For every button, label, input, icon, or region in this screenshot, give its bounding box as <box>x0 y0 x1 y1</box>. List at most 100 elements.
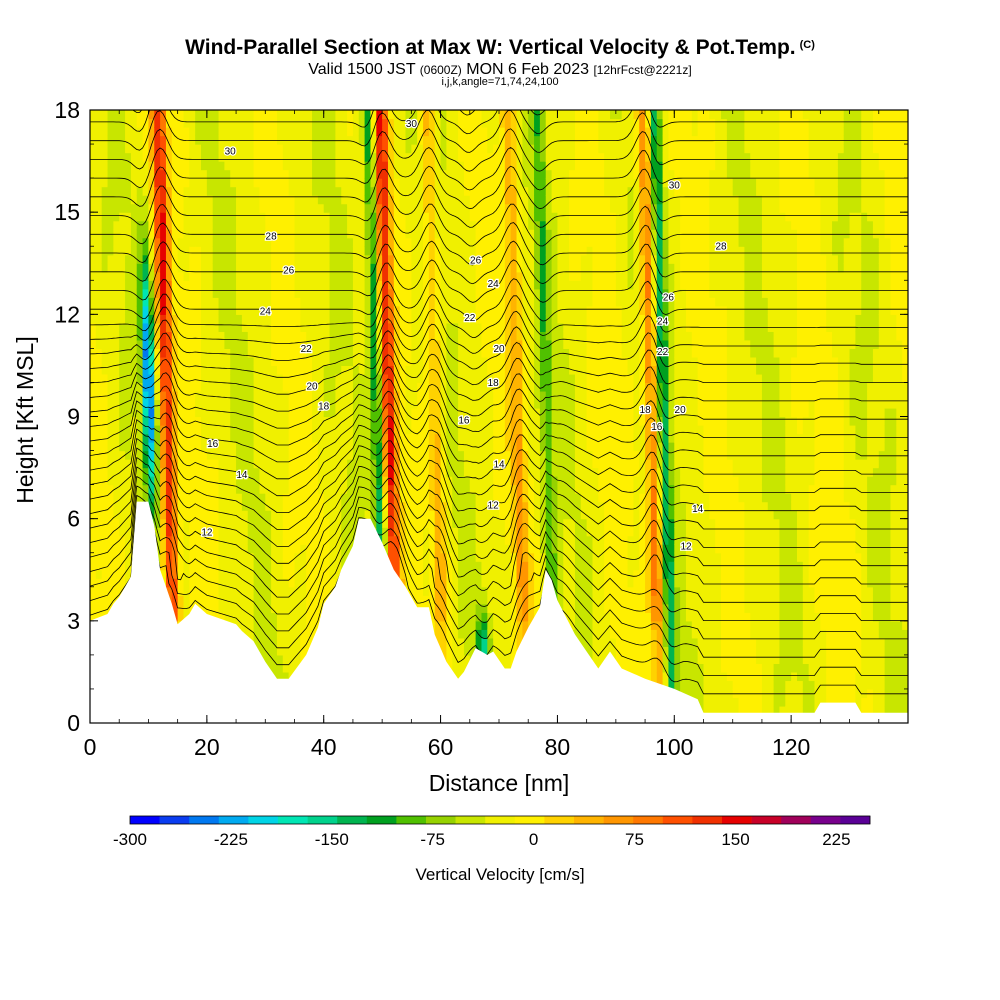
field-cell <box>417 161 424 171</box>
field-cell <box>335 416 342 426</box>
field-cell <box>165 220 173 230</box>
field-cell <box>487 246 494 256</box>
field-cell <box>458 246 465 256</box>
field-cell <box>265 620 272 630</box>
field-cell <box>183 305 190 315</box>
field-cell <box>195 484 202 494</box>
field-cell <box>446 467 453 477</box>
field-cell <box>399 425 407 435</box>
field-cell <box>90 390 97 401</box>
field-cell <box>90 552 97 562</box>
field-cell <box>487 186 494 196</box>
field-cell <box>417 501 424 511</box>
field-cell <box>90 586 97 596</box>
field-cell <box>224 476 231 486</box>
field-cell <box>393 152 401 162</box>
field-cell <box>434 254 442 264</box>
field-cell <box>241 161 249 171</box>
field-cell <box>463 569 471 579</box>
field-cell <box>323 501 331 511</box>
field-cell <box>165 331 173 341</box>
field-cell <box>101 331 109 341</box>
field-cell <box>136 399 144 409</box>
field-cell <box>136 356 144 367</box>
field-cell <box>142 476 150 486</box>
field-cell <box>423 305 430 315</box>
field-cell <box>241 425 249 435</box>
field-cell <box>469 561 477 571</box>
field-cell <box>247 425 255 435</box>
field-cell <box>329 578 336 588</box>
field-cell <box>376 450 383 460</box>
field-cell <box>212 459 220 469</box>
field-cell <box>271 467 278 477</box>
field-cell <box>230 425 237 435</box>
field-cell <box>189 271 196 281</box>
field-cell <box>218 118 225 128</box>
field-cell <box>276 195 284 205</box>
field-cell <box>107 552 114 562</box>
field-cell <box>165 127 173 137</box>
field-cell <box>177 220 185 230</box>
field-cell <box>253 237 261 247</box>
field-cell <box>434 535 442 545</box>
field-cell <box>469 322 477 332</box>
field-cell <box>475 399 483 409</box>
field-cell <box>288 595 296 605</box>
field-cell <box>364 237 372 247</box>
field-cell <box>113 467 120 477</box>
field-cell <box>107 433 114 443</box>
field-cell <box>487 348 494 358</box>
field-cell <box>224 390 231 401</box>
field-cell <box>335 348 342 358</box>
field-cell <box>463 348 471 358</box>
field-cell <box>195 288 202 298</box>
field-cell <box>294 322 301 332</box>
field-cell <box>136 263 144 273</box>
field-cell <box>317 263 325 273</box>
field-cell <box>458 237 465 247</box>
field-cell <box>154 246 161 256</box>
field-cell <box>218 425 225 435</box>
field-cell <box>458 442 465 452</box>
field-cell <box>90 212 97 222</box>
field-cell <box>411 212 418 222</box>
field-cell <box>206 382 214 392</box>
field-cell <box>335 246 342 256</box>
field-cell <box>271 237 278 247</box>
field-cell <box>288 195 296 205</box>
field-cell <box>306 280 313 290</box>
field-cell <box>317 535 325 545</box>
field-cell <box>288 663 296 673</box>
field-cell <box>352 186 360 196</box>
field-cell <box>265 416 272 426</box>
field-cell <box>265 637 272 647</box>
field-cell <box>282 365 290 375</box>
field-cell <box>452 348 459 358</box>
field-cell <box>113 118 120 128</box>
field-cell <box>265 322 272 332</box>
field-cell <box>212 518 220 528</box>
field-cell <box>107 535 114 545</box>
field-cell <box>352 518 360 528</box>
field-cell <box>329 331 336 341</box>
field-cell <box>452 569 459 579</box>
field-cell <box>90 459 97 469</box>
field-cell <box>201 144 208 154</box>
field-cell <box>317 510 325 520</box>
field-cell <box>317 365 325 375</box>
field-cell <box>300 305 307 315</box>
field-cell <box>119 144 126 154</box>
field-cell <box>335 127 342 137</box>
field-cell <box>160 518 167 528</box>
field-cell <box>119 476 126 486</box>
field-cell <box>463 544 471 554</box>
field-cell <box>463 416 471 426</box>
field-cell <box>154 339 161 349</box>
field-cell <box>405 297 412 307</box>
field-cell <box>247 322 255 332</box>
field-cell <box>165 169 173 179</box>
field-cell <box>312 237 319 247</box>
field-cell <box>463 535 471 545</box>
